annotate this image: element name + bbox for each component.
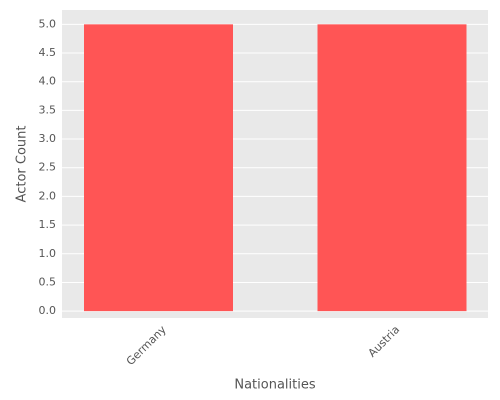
- y-tick-label: 5.0: [39, 17, 57, 30]
- y-tick-label: 4.0: [39, 75, 57, 88]
- x-tick-label: Germany: [124, 323, 169, 368]
- y-tick-label: 1.0: [39, 247, 57, 260]
- y-tick-label: 0.0: [39, 304, 57, 317]
- y-axis-title: Actor Count: [15, 126, 30, 203]
- bar: [317, 24, 467, 312]
- y-tick-label: 1.5: [39, 218, 57, 231]
- y-tick-label: 0.5: [39, 275, 57, 288]
- y-tick-label: 2.5: [39, 161, 57, 174]
- x-tick-label: Austria: [366, 323, 403, 360]
- bar: [84, 24, 233, 312]
- y-tick-label: 4.5: [39, 46, 57, 59]
- x-axis-title: Nationalities: [234, 378, 315, 393]
- y-tick-label: 3.0: [39, 132, 57, 145]
- y-tick-label: 3.5: [39, 103, 57, 116]
- y-tick-label: 2.0: [39, 189, 57, 202]
